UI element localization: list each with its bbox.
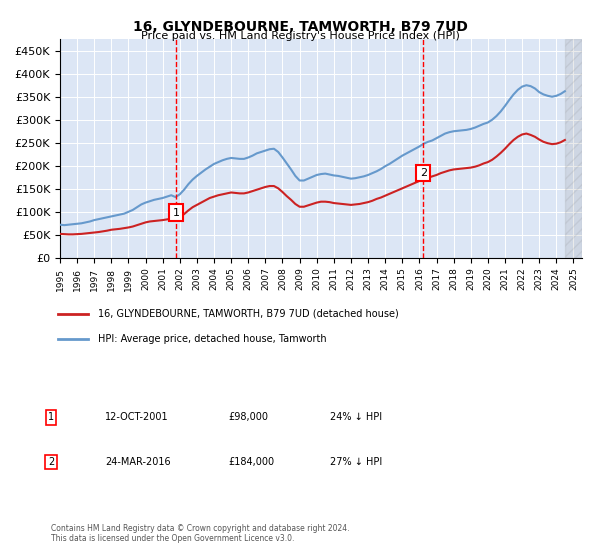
Text: Price paid vs. HM Land Registry's House Price Index (HPI): Price paid vs. HM Land Registry's House … <box>140 31 460 41</box>
Text: 1: 1 <box>48 412 54 422</box>
Text: 24-MAR-2016: 24-MAR-2016 <box>105 457 170 467</box>
Text: 27% ↓ HPI: 27% ↓ HPI <box>330 457 382 467</box>
Text: £98,000: £98,000 <box>228 412 268 422</box>
Text: Contains HM Land Registry data © Crown copyright and database right 2024.
This d: Contains HM Land Registry data © Crown c… <box>51 524 349 543</box>
Bar <box>565 39 582 258</box>
Text: 16, GLYNDEBOURNE, TAMWORTH, B79 7UD: 16, GLYNDEBOURNE, TAMWORTH, B79 7UD <box>133 20 467 34</box>
Text: HPI: Average price, detached house, Tamworth: HPI: Average price, detached house, Tamw… <box>98 334 327 344</box>
Text: 24% ↓ HPI: 24% ↓ HPI <box>330 412 382 422</box>
Text: 1: 1 <box>173 208 179 218</box>
Text: 12-OCT-2001: 12-OCT-2001 <box>105 412 169 422</box>
Text: 2: 2 <box>420 168 427 178</box>
Text: 2: 2 <box>48 457 54 467</box>
Text: £184,000: £184,000 <box>228 457 274 467</box>
Text: 16, GLYNDEBOURNE, TAMWORTH, B79 7UD (detached house): 16, GLYNDEBOURNE, TAMWORTH, B79 7UD (det… <box>98 309 399 319</box>
